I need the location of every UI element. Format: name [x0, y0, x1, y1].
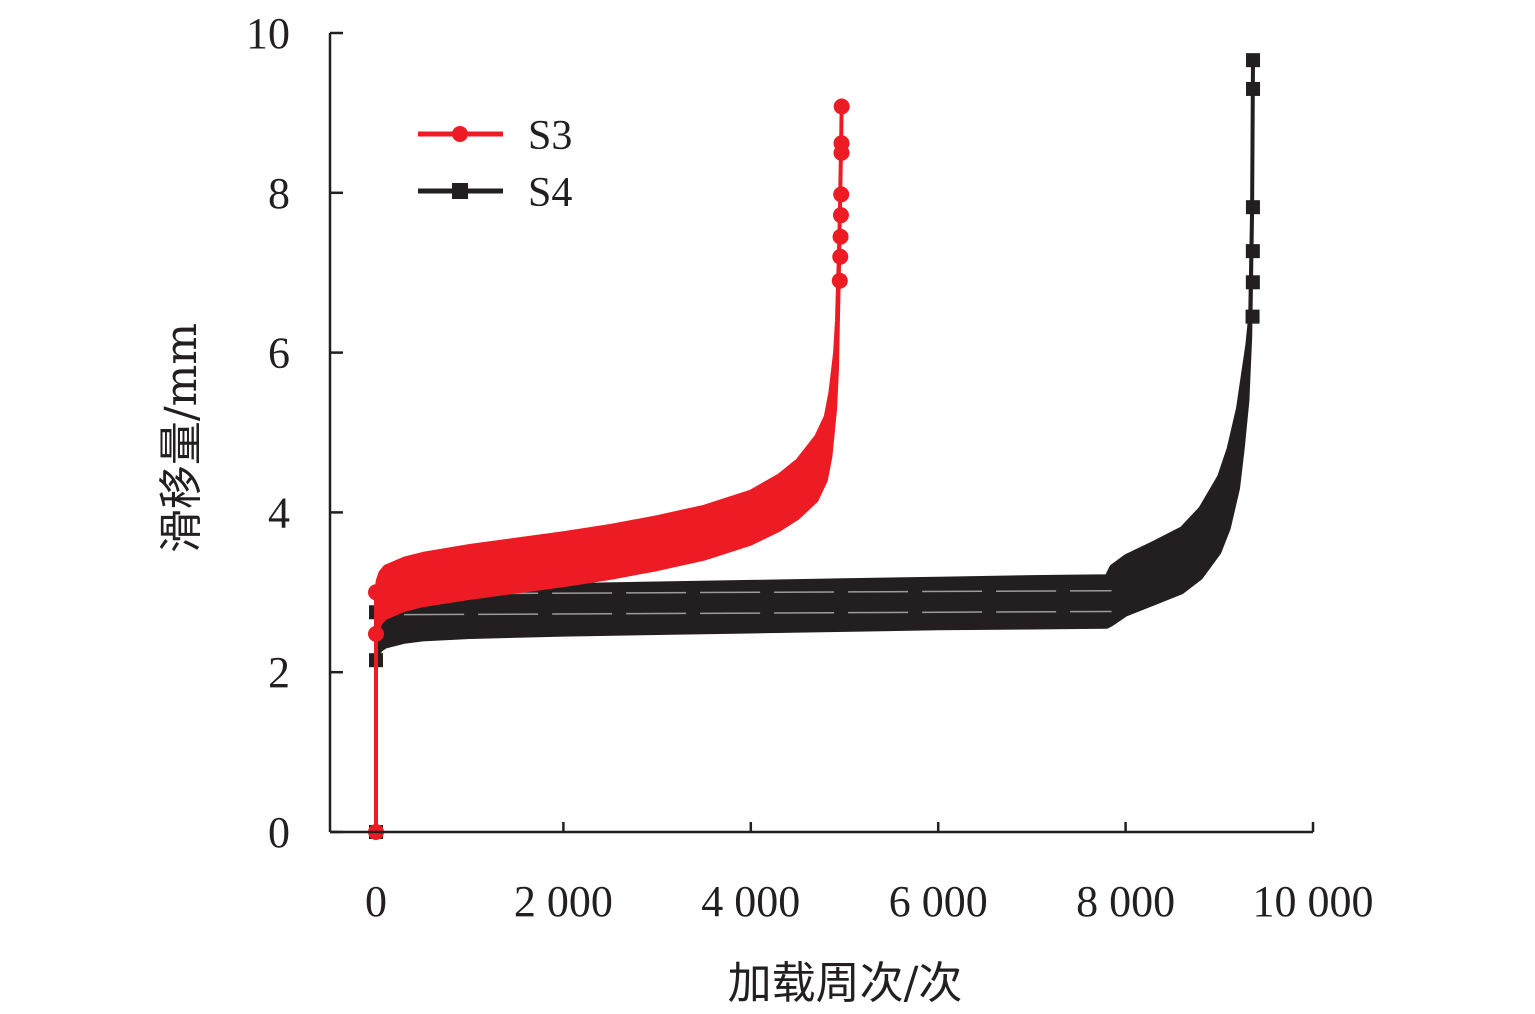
x-tick-label: 4 000 [701, 877, 800, 926]
x-tick-label: 0 [365, 877, 387, 926]
x-axis-title: 加载周次/次 [728, 958, 963, 1009]
series-marker-s4 [1245, 200, 1260, 215]
series-marker-s3 [831, 272, 848, 289]
y-tick-label: 2 [268, 648, 290, 697]
series-marker-s3 [832, 248, 849, 265]
x-tick-label: 2 000 [514, 877, 613, 926]
series-band-streak-s4 [404, 610, 1112, 616]
legend-label-s4: S4 [528, 170, 572, 216]
series-band-s3 [374, 104, 844, 636]
y-axis-title: 滑移量/mm [156, 323, 207, 553]
y-tick-label: 6 [268, 329, 290, 378]
y-tick-label: 0 [268, 808, 290, 857]
series-marker-s3 [832, 228, 849, 245]
y-tick-label: 10 [246, 9, 290, 58]
x-tick-label: 8 000 [1076, 877, 1175, 926]
axes-layer [328, 33, 1313, 834]
ticks-layer: 0 2 000 4 000 6 000 8 000 10 000 0 2 4 6 8 10 [246, 9, 1374, 926]
series-marker-s3 [368, 625, 384, 642]
x-tick-label: 6 000 [889, 877, 988, 926]
series-band-streak-s4 [404, 589, 1112, 595]
series-marker-s3 [833, 98, 850, 115]
y-tick-label: 4 [268, 488, 290, 537]
series-marker-s4 [1245, 244, 1260, 259]
series-marker-s3 [833, 135, 850, 152]
series-marker-s3 [832, 207, 849, 224]
series-layer [368, 53, 1261, 840]
legend-item-s4: S4 [418, 170, 572, 216]
x-tick-label: 10 000 [1253, 877, 1374, 926]
series-marker-s4 [1246, 81, 1261, 96]
legend-item-s3: S3 [418, 113, 572, 159]
legend-marker-s3 [452, 126, 468, 142]
series-marker-s3 [833, 186, 850, 203]
series-marker-s4 [1245, 275, 1260, 290]
y-tick-label: 8 [268, 169, 290, 218]
series-marker-s4 [1246, 53, 1261, 68]
legend-label-s3: S3 [528, 113, 572, 159]
legend: S3 S4 [418, 113, 572, 216]
series-s3 [368, 98, 850, 840]
series-marker-s4 [1245, 309, 1260, 324]
series-marker-s3 [368, 584, 384, 601]
legend-marker-s4 [452, 183, 468, 199]
